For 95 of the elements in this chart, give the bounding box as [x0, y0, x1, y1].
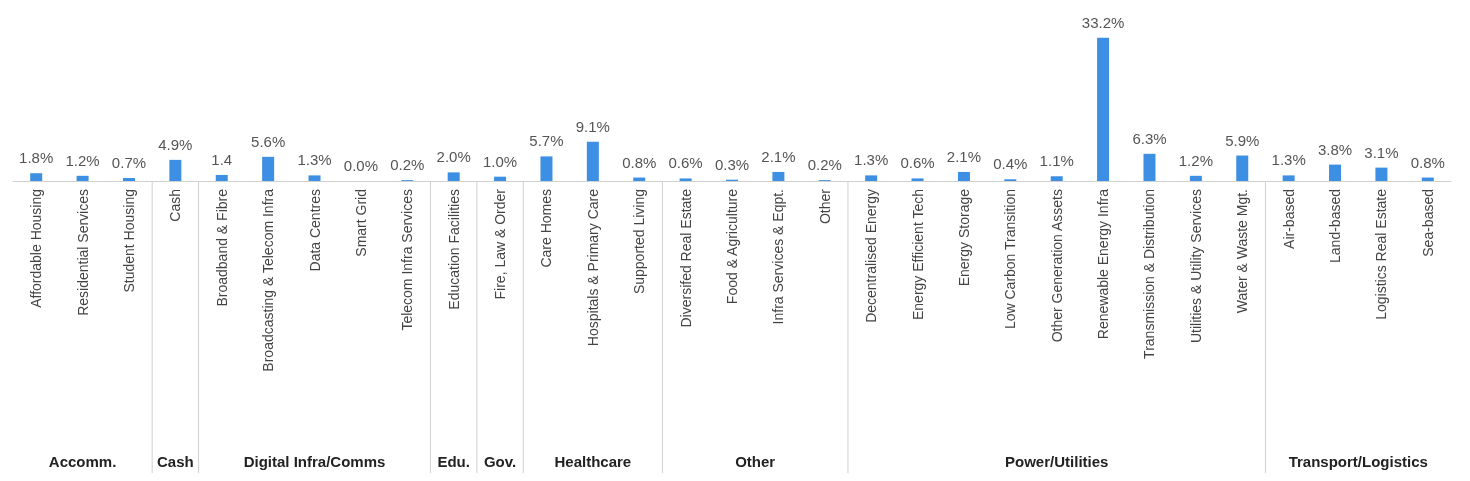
x-tick-label: Utilities & Utility Services — [1187, 189, 1204, 344]
x-tick-label: Decentralised Energy — [863, 189, 880, 323]
data-label: 1.8% — [19, 149, 54, 167]
bar — [1282, 175, 1295, 181]
x-tick-label: Logistics Real Estate — [1373, 188, 1390, 320]
x-tick-label: Energy Storage — [955, 188, 972, 287]
bar — [1375, 167, 1388, 181]
x-tick-label: Infra Services & Eqpt. — [770, 189, 787, 325]
x-tick-label: Diversifed Real Estate — [677, 188, 694, 328]
text: Healthcare — [554, 452, 632, 470]
bar — [586, 141, 599, 181]
data-label: 3.8% — [1317, 140, 1353, 158]
data-label: 4.9% — [158, 135, 193, 153]
data-label: 1.0% — [482, 152, 518, 170]
bar — [447, 172, 460, 181]
data-label: 2.1% — [946, 147, 982, 165]
x-tick-label: Broadcasting & Telecom Infra — [260, 188, 277, 372]
x-tick-label: Broadband & Fibre — [213, 188, 230, 307]
text: Power/Utilities — [1005, 452, 1109, 470]
x-tick-label: Telecom Infra Services — [399, 189, 416, 331]
bar — [169, 159, 182, 181]
x-tick-label: Water & Waste Mgt. — [1234, 189, 1251, 314]
x-tick-label: Renewable Energy Infra — [1095, 188, 1112, 340]
text: Transport/Logistics — [1288, 452, 1428, 470]
bar — [865, 175, 878, 181]
bar — [911, 178, 924, 181]
data-label: 0.2% — [807, 156, 842, 174]
x-tick-label: Hospitals & Primary Care — [584, 188, 601, 347]
data-label: 1.3% — [1271, 151, 1306, 169]
data-label: 1.1% — [1039, 152, 1074, 170]
data-label: 2.1% — [761, 147, 796, 165]
text: Cash — [157, 452, 194, 470]
bar — [1236, 155, 1249, 181]
bar — [1189, 175, 1202, 181]
data-label: 0.7% — [111, 153, 147, 171]
x-tick-label: Supported Living — [631, 189, 648, 295]
x-tick-label: Air-based — [1280, 189, 1297, 249]
data-label: 5.6% — [251, 132, 286, 150]
x-tick-label: Education Facilities — [445, 189, 462, 310]
bar — [540, 156, 553, 181]
x-tick-label: Student Housing — [120, 189, 137, 293]
data-label: 0.8% — [1410, 153, 1445, 171]
data-label: 9.1% — [575, 117, 610, 135]
x-tick-label: Fire, Law & Order — [492, 188, 509, 300]
text: Other — [735, 452, 776, 470]
x-tick-label: Transmission & Distribution — [1141, 189, 1158, 359]
bar — [494, 176, 507, 181]
data-label: 1.2% — [1178, 151, 1213, 169]
x-tick-label: Food & Agriculture — [724, 188, 740, 305]
data-label: 2.0% — [436, 148, 471, 166]
data-label: 0.0% — [343, 157, 378, 174]
data-label: 1.2% — [65, 151, 100, 169]
data-label: 5.9% — [1225, 131, 1260, 149]
bar — [30, 173, 43, 181]
x-tick-label: Smart Grid — [352, 189, 369, 257]
data-label: 33.2% — [1081, 13, 1125, 31]
bar — [262, 156, 275, 181]
bar — [122, 177, 135, 181]
data-label: 1.3% — [854, 151, 889, 169]
bar — [1050, 176, 1063, 181]
bar — [1329, 164, 1342, 181]
data-label: 0.3% — [714, 155, 750, 173]
text: Gov. — [483, 452, 517, 470]
data-label: 0.4% — [993, 155, 1028, 173]
text: Digital Infra/Comms — [243, 452, 386, 470]
x-tick-label: Energy Efficient Tech — [909, 189, 926, 321]
data-label: 1.3% — [297, 151, 332, 169]
data-label: 1.4 — [211, 150, 233, 168]
data-label: 3.1% — [1364, 143, 1399, 161]
bar — [215, 174, 228, 181]
data-label: 5.7% — [529, 132, 564, 150]
data-label: 6.3% — [1132, 129, 1167, 147]
x-tick-label: Cash — [167, 189, 184, 222]
bar — [1097, 37, 1110, 181]
x-tick-label: Other — [816, 188, 833, 225]
bar — [957, 171, 970, 181]
text: Edu. — [437, 452, 470, 470]
x-tick-label: Residential Services — [74, 189, 91, 316]
data-label: 0.8% — [622, 153, 657, 171]
x-tick-label: Land-based — [1327, 189, 1344, 263]
x-tick-label: Data Centres — [306, 189, 323, 272]
text: Accomm. — [48, 452, 117, 470]
data-label: 0.2% — [390, 156, 425, 174]
x-tick-label: Care Homes — [538, 189, 555, 268]
x-tick-label: Sea-based — [1419, 189, 1436, 257]
bar — [679, 178, 692, 181]
bar — [76, 175, 89, 181]
x-tick-label: Other Generation Assets — [1048, 189, 1065, 343]
x-tick-label: Low Carbon Transition — [1002, 189, 1019, 330]
bar — [308, 175, 321, 181]
bar — [1143, 153, 1156, 181]
bar — [772, 171, 785, 181]
x-tick-label: Affordable Housing — [28, 189, 45, 308]
data-label: 0.6% — [668, 154, 703, 172]
data-label: 0.6% — [900, 154, 935, 172]
